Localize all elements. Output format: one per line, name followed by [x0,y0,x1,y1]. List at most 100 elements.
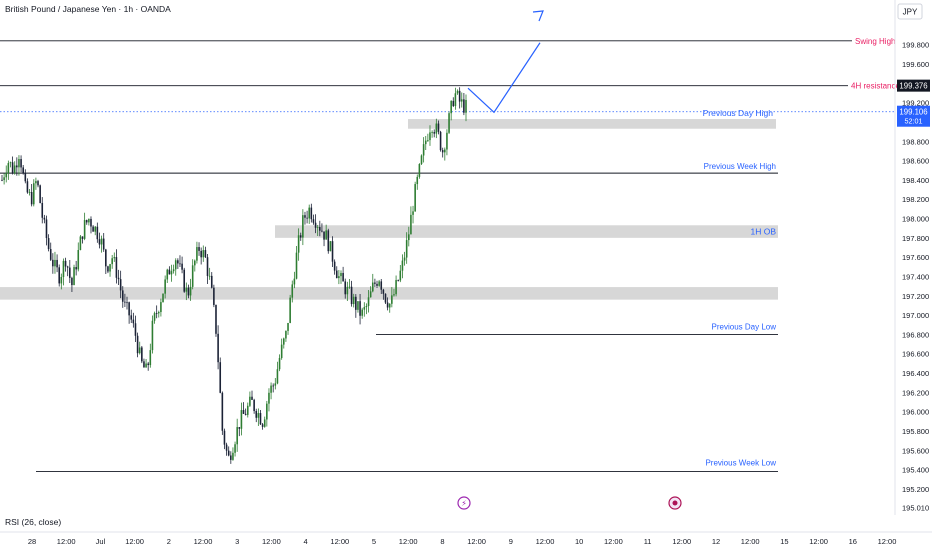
time-tick-label: 12:00 [194,537,213,546]
candle [126,302,128,304]
time-tick-label: 4 [304,537,308,546]
candle [348,286,351,288]
time-tick-label: 3 [235,537,239,546]
chart-title: British Pound / Japanese Yen · 1h · OAND… [5,4,171,14]
candle [217,333,219,363]
candle [85,220,88,223]
dividend-event-icon[interactable] [668,496,682,510]
candle [1,179,3,181]
candle [168,269,171,275]
candle [24,173,27,182]
candle [346,286,349,295]
candle [382,289,385,294]
candle [299,235,302,238]
currency-button[interactable]: JPY [897,3,923,20]
candle [444,149,446,153]
candle [11,162,14,174]
candle [429,132,431,141]
time-tick-label: 12:00 [536,537,555,546]
candle [291,284,294,298]
price-tick-label: 196.400 [902,369,929,378]
candle [395,280,397,295]
candle [16,165,18,168]
candle [448,113,450,133]
candle [378,281,380,286]
candle [162,293,164,303]
candle [119,279,122,291]
candle [270,385,272,393]
price-tick-label: 198.400 [902,176,929,185]
candle [204,250,207,258]
candle [128,302,130,316]
candle [340,272,342,277]
candle [280,344,283,359]
candle [420,155,423,165]
candle [20,159,22,168]
rsi-indicator-label[interactable]: RSI (26, close) [5,517,61,527]
candle [71,277,73,286]
candle [352,296,355,305]
candle [312,219,315,223]
candle [446,132,448,150]
candle [416,176,419,185]
candle [412,211,414,215]
candle [160,302,162,313]
candle [323,231,325,240]
level-label-4: Previous Week Low [705,459,776,468]
price-tick-label: 195.600 [902,446,929,455]
candle [132,319,135,324]
candle [198,247,200,251]
zone-2 [0,287,778,300]
level-label-1: 4H resistance [851,82,900,91]
candle [32,183,35,205]
candle [342,272,344,282]
candle [121,290,124,302]
price-axis[interactable]: 195.010 195.200 195.400 195.600 195.800 196.0… [902,41,929,513]
time-tick-label: 12:00 [809,537,828,546]
candle [240,410,243,429]
candle [62,260,65,278]
candle [399,270,402,281]
candle [77,250,80,270]
candle [35,181,37,184]
candle [153,313,156,321]
candle [26,181,29,193]
candle [202,250,205,258]
candle [437,123,440,132]
candle [28,192,31,193]
time-axis[interactable]: 28 12:00 Jul 12:00 2 12:00 3 12:00 4 12:00 5 12:00 8… [28,537,897,546]
resistance-price-label: 199.376 [899,82,927,91]
candle [37,181,39,186]
lightning-event-icon[interactable]: ⚡ [457,496,471,510]
candle [7,163,10,174]
price-tick-label: 199.200 [902,99,929,108]
zones-layer [0,119,778,300]
candle [293,278,296,285]
last-price-label: 199.106 [899,108,927,117]
candle [259,413,262,425]
candle [414,184,416,212]
candle [221,392,224,431]
candle [384,293,387,303]
price-tick-label: 197.600 [902,253,929,262]
time-tick-label: 15 [780,537,788,546]
candle [39,185,41,203]
candle [210,275,213,288]
candle [238,427,241,429]
candle [249,396,251,406]
candle [297,235,300,253]
candle [194,260,196,266]
candle [141,347,143,362]
candle [5,173,8,178]
candle [276,369,279,384]
candle [52,259,54,267]
price-tick-label: 197.800 [902,234,929,243]
levels-layer: Previous Day High 1H OB Swing High 4H resis… [0,37,900,472]
time-tick-label: 12:00 [672,537,691,546]
candle [268,392,270,404]
candle [435,123,438,134]
candle [458,90,461,102]
candle [88,218,90,223]
